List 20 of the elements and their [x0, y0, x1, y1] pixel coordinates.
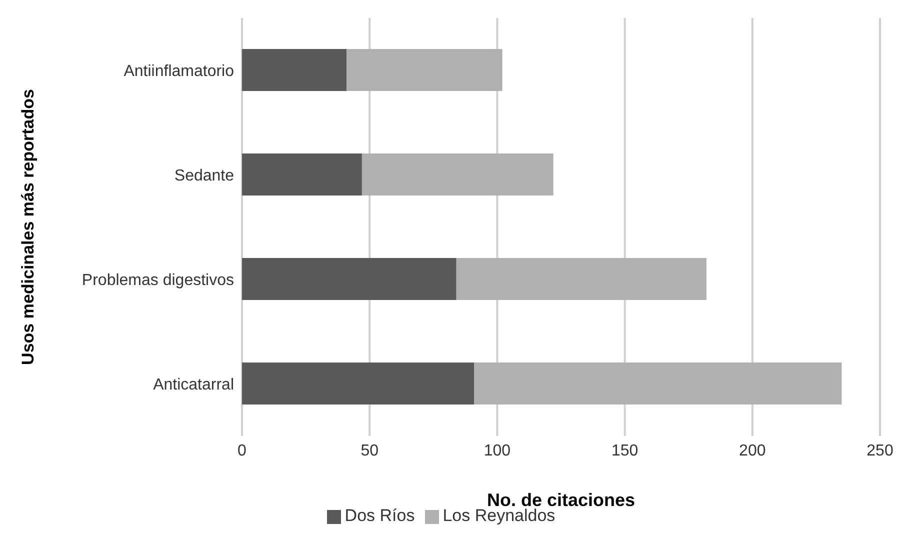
x-tick-label: 250 — [866, 442, 894, 460]
y-tick-label: Sedante — [174, 167, 234, 184]
bar — [242, 362, 474, 404]
bar — [474, 362, 842, 404]
bar — [346, 49, 502, 91]
x-tick-label: 100 — [484, 442, 511, 460]
x-tick-label: 150 — [611, 442, 638, 460]
x-tick-label: 50 — [360, 442, 379, 460]
x-tick-label: 0 — [238, 442, 247, 460]
bar — [242, 49, 347, 91]
bar — [456, 258, 706, 300]
bar — [362, 154, 554, 196]
legend-label: Dos Ríos — [344, 506, 415, 525]
y-tick-label: Antiinflamatorio — [124, 62, 234, 80]
bar — [242, 154, 362, 196]
x-tick-label: 200 — [739, 442, 766, 460]
bar — [242, 258, 456, 300]
y-tick-label: Anticatarral — [153, 376, 234, 394]
y-axis-title: Usos medicinales más reportados — [18, 89, 38, 365]
y-tick-label: Problemas digestivos — [82, 272, 234, 289]
